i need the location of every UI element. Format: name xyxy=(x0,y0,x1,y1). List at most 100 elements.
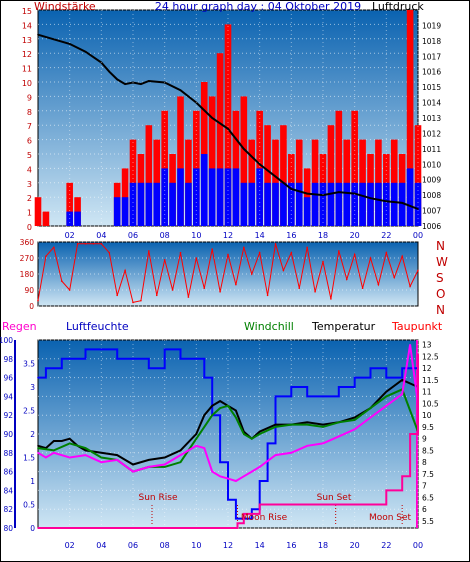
pressure-tick-label-7: 1013 xyxy=(422,114,441,123)
temperature-tick-label-2: 6.5 xyxy=(422,493,434,502)
pressure-point-8 xyxy=(132,81,134,84)
wind-avg-bar-19 xyxy=(185,182,192,226)
wind-direction-point-38 xyxy=(338,250,340,252)
wind-avg-bar-17 xyxy=(169,182,176,226)
x-tick-label-p1-5: 12 xyxy=(223,231,233,240)
humidity-tick-label-5: 90 xyxy=(3,430,13,439)
temperature-tick-label-0: 5.5 xyxy=(422,517,434,526)
wind-direction-point-45 xyxy=(393,276,396,279)
wind-avg-bar-44 xyxy=(383,182,390,226)
wind-direction-point-23 xyxy=(219,290,221,293)
wind-gust-bar-1 xyxy=(42,211,50,226)
wind-direction-point-39 xyxy=(345,278,348,281)
wind-direction-point-41 xyxy=(361,287,364,290)
wind-avg-bar-34 xyxy=(303,197,311,226)
wind-avg-bar-16 xyxy=(161,168,168,226)
rain-point-1 xyxy=(235,527,237,529)
x-tick-label-p3-0: 02 xyxy=(65,541,75,550)
temperature-point-18 xyxy=(235,409,237,412)
wind-avg-bar-39 xyxy=(343,182,351,226)
wind-direction-point-3 xyxy=(60,280,63,282)
dewpoint-point-15 xyxy=(227,477,229,480)
temperature-tick-label-3: 7 xyxy=(422,482,427,491)
humidity-point-1 xyxy=(45,367,47,370)
x-tick-label-p3-3: 08 xyxy=(160,541,170,550)
rain-point-4 xyxy=(250,513,253,515)
windchill-point-25 xyxy=(369,407,372,409)
humidity-tick-label-1: 82 xyxy=(3,505,13,514)
direction-tick-label-0: 0 xyxy=(29,302,34,311)
pressure-point-9 xyxy=(140,83,142,85)
rain-point-0 xyxy=(37,527,39,529)
humidity-point-3 xyxy=(60,358,63,360)
temperature-tick-label-15: 13 xyxy=(422,341,432,350)
temperature-point-11 xyxy=(163,456,166,459)
pressure-point-2 xyxy=(68,43,71,45)
humidity-tick-label-6: 92 xyxy=(3,411,13,420)
x-tick-label-p1-7: 16 xyxy=(286,231,296,240)
pressure-tick-label-3: 1009 xyxy=(422,176,441,185)
wind-avg-bar-11 xyxy=(121,197,129,226)
pressure-tick-label-11: 1017 xyxy=(422,52,441,61)
temperature-point-12 xyxy=(179,449,182,452)
humidity-point-16 xyxy=(227,499,229,501)
pressure-tick-label-4: 1010 xyxy=(422,160,441,169)
wind-avg-bar-43 xyxy=(375,182,382,226)
pressure-point-27 xyxy=(417,208,419,210)
x-tick-label-p1-10: 22 xyxy=(381,231,391,240)
pressure-point-25 xyxy=(385,200,388,203)
temperature-point-22 xyxy=(274,423,277,426)
dewpoint-point-19 xyxy=(258,466,261,468)
wind-avg-bar-23 xyxy=(216,168,224,226)
wind-avg-bar-22 xyxy=(208,168,216,226)
wind-avg-bar-38 xyxy=(335,182,343,226)
wind-gust-bar-26 xyxy=(240,96,248,227)
wind-avg-bar-35 xyxy=(311,182,319,226)
wind-tick-label-1: 1 xyxy=(27,209,32,218)
wind-direction-point-7 xyxy=(92,242,95,245)
wind-direction-point-9 xyxy=(108,251,111,254)
humidity-point-20 xyxy=(258,480,261,482)
pressure-tick-label-10: 1016 xyxy=(422,68,441,77)
dewpoint-point-14 xyxy=(219,475,221,478)
wind-gust-bar-37 xyxy=(327,125,335,226)
windchill-point-1 xyxy=(53,449,55,452)
wind-avg-bar-47 xyxy=(406,168,414,226)
windchill-point-3 xyxy=(84,447,87,449)
pressure-tick-label-0: 1006 xyxy=(422,222,441,231)
rain-point-5 xyxy=(258,503,261,506)
x-tick-label-p3-5: 12 xyxy=(223,541,233,550)
wind-gust-bar-47 xyxy=(406,10,414,226)
temperature-point-27 xyxy=(353,416,356,419)
pressure-tick-label-9: 1015 xyxy=(422,83,441,92)
rain-point-9 xyxy=(385,489,388,492)
windchill-point-18 xyxy=(258,433,261,435)
humidity-point-13 xyxy=(203,376,206,379)
humidity-point-12 xyxy=(195,358,198,360)
dewpoint-point-11 xyxy=(195,444,198,447)
wind-gust-bar-18 xyxy=(177,96,184,227)
temperature-point-0 xyxy=(37,444,39,447)
humidity-point-7 xyxy=(116,358,118,360)
temperature-point-2 xyxy=(53,440,55,442)
pressure-point-21 xyxy=(322,194,324,196)
wind-tick-label-0: 0 xyxy=(27,223,32,232)
wind-direction-point-24 xyxy=(227,253,229,256)
x-tick-label-p3-7: 16 xyxy=(286,541,296,550)
pressure-point-17 xyxy=(258,163,261,166)
humidity-point-24 xyxy=(306,395,308,398)
compass-label-w: W xyxy=(436,255,448,269)
windchill-point-21 xyxy=(306,423,308,426)
pressure-point-13 xyxy=(195,101,198,104)
wind-direction-point-0 xyxy=(37,299,39,302)
pressure-point-23 xyxy=(353,192,356,195)
pressure-point-7 xyxy=(124,83,126,85)
wind-gust-bar-23 xyxy=(216,53,224,227)
wind-strength-label: Windstärke xyxy=(34,0,96,13)
pressure-tick-label-5: 1011 xyxy=(422,145,441,154)
pressure-tick-label-6: 1012 xyxy=(422,129,441,138)
wind-avg-bar-26 xyxy=(240,182,248,226)
temperature-tick-label-8: 9.5 xyxy=(422,423,434,432)
rain-point-7 xyxy=(338,503,340,506)
